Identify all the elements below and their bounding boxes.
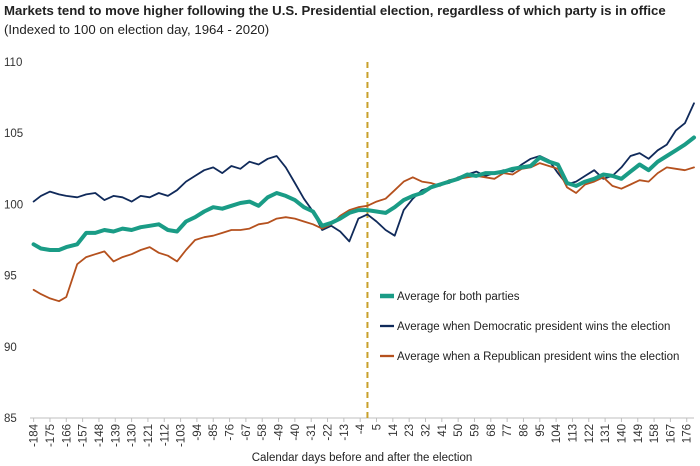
x-tick-label: 131 [600,424,612,443]
x-tick-label: 149 [633,424,645,443]
y-tick-label: 85 [4,413,17,425]
chart-title: Markets tend to move higher following th… [4,3,666,18]
y-axis-ticks: 85 90 95 100 105 110 [4,57,23,425]
legend-label: Average when Democratic president wins t… [397,321,670,333]
x-tick-label: -148 [94,424,106,447]
x-tick-label: 113 [567,424,579,442]
series-line-republican [32,162,695,303]
x-tick-label: -139 [110,424,122,447]
x-tick-label: 167 [665,424,677,443]
x-tick-label: -121 [143,424,155,447]
series-line-average [31,135,696,252]
x-tick-label: -175 [45,424,57,447]
x-axis [30,417,694,422]
chart-subtitle: (Indexed to 100 on election day, 1964 - … [4,22,270,37]
x-tick-label: -58 [257,424,269,441]
x-tick-label: 176 [682,424,694,443]
x-tick-label: 32 [420,424,432,437]
legend: Average for both parties Average when Dem… [380,291,679,363]
x-tick-label: -130 [127,424,139,447]
y-tick-label: 100 [4,199,23,211]
x-tick-label: 23 [404,424,416,437]
series-lines [31,102,696,303]
x-tick-label: 140 [616,424,628,443]
x-tick-label: -40 [290,424,302,441]
y-tick-label: 110 [4,57,22,69]
x-axis-tick-labels: -184 -175 -166 -157 -148 -139 -130 -121 -112 -103… [29,423,694,447]
legend-label: Average when a Republican president wins… [397,351,679,363]
x-tick-label: 104 [551,423,563,443]
x-tick-label: 86 [518,424,530,437]
x-tick-label: -4 [355,423,367,434]
x-tick-label: -85 [208,424,220,441]
x-tick-label: 95 [535,424,547,437]
legend-label: Average for both parties [397,291,520,303]
x-tick-label: 14 [388,423,400,436]
x-tick-label: 68 [486,424,498,437]
x-tick-label: -67 [241,424,253,441]
x-tick-label: 77 [502,424,514,437]
x-tick-label: -166 [61,424,73,447]
x-tick-label: -103 [176,424,188,447]
x-tick-label: -157 [78,424,90,447]
x-tick-label: -94 [192,423,204,440]
y-tick-label: 90 [4,342,17,354]
x-tick-label: -184 [29,423,41,447]
x-tick-label: 158 [649,424,661,443]
y-tick-label: 105 [4,128,23,140]
x-tick-label: -76 [225,424,237,441]
x-tick-label: 5 [372,424,384,430]
x-tick-label: -31 [306,424,318,441]
x-tick-label: 50 [453,424,465,437]
series-line-democratic [32,102,695,243]
x-tick-label: -22 [323,424,335,441]
x-tick-label: 122 [584,424,596,443]
x-tick-label: 59 [469,424,481,437]
x-tick-label: -49 [274,424,286,441]
y-tick-label: 95 [4,271,17,283]
x-tick-label: -112 [159,424,171,446]
x-tick-label: 41 [437,424,449,437]
x-axis-label: Calendar days before and after the elect… [252,452,473,464]
x-tick-label: -13 [339,424,351,441]
